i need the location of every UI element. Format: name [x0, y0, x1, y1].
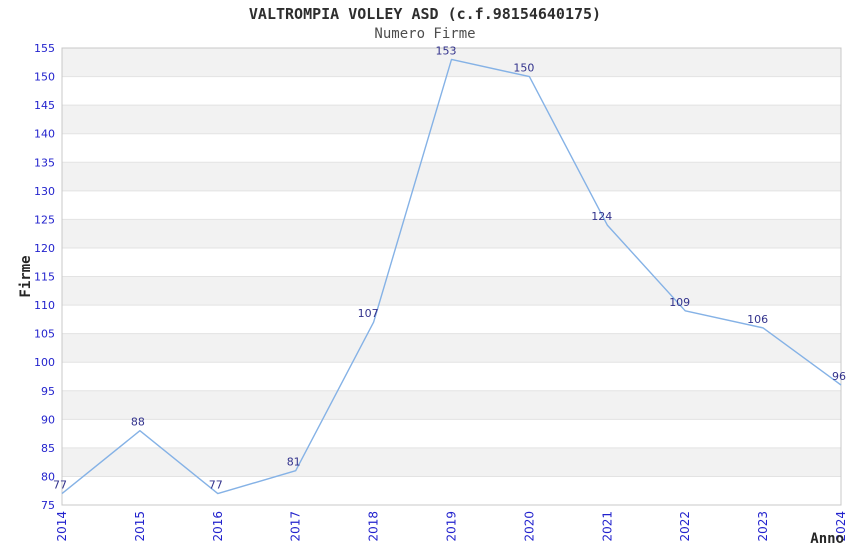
y-band	[62, 447, 841, 477]
data-label: 77	[53, 479, 67, 492]
y-tick-label: 140	[34, 128, 55, 141]
y-tick-label: 135	[34, 156, 55, 169]
x-tick-label: 2023	[756, 511, 770, 542]
y-tick-label: 90	[41, 413, 55, 426]
data-label: 77	[209, 479, 223, 492]
data-label: 124	[591, 210, 612, 223]
x-axis-title: Anno	[810, 531, 844, 547]
x-tick-label: 2024	[834, 511, 848, 542]
x-tick-label: 2021	[600, 511, 614, 542]
x-tick-label: 2016	[211, 511, 225, 542]
chart-subtitle: Numero Firme	[374, 26, 476, 42]
data-label: 106	[747, 313, 768, 326]
y-band	[62, 48, 841, 77]
y-tick-label: 145	[34, 99, 55, 112]
chart-title: VALTROMPIA VOLLEY ASD (c.f.98154640175)	[248, 5, 602, 23]
y-axis-title: Firme	[18, 255, 34, 297]
y-band	[62, 162, 841, 191]
x-tick-label: 2022	[678, 511, 692, 542]
y-tick-label: 100	[34, 356, 55, 369]
plot-border	[61, 47, 842, 506]
y-tick-label: 115	[34, 271, 55, 284]
y-band	[62, 276, 841, 306]
y-tick-label: 150	[34, 71, 55, 84]
y-band	[62, 390, 841, 420]
y-tick-label: 125	[34, 213, 55, 226]
data-label: 96	[832, 370, 846, 383]
x-tick-label: 2015	[133, 511, 147, 542]
x-tick-label: 2019	[445, 511, 459, 542]
data-label: 81	[287, 456, 301, 469]
x-tick-label: 2017	[289, 511, 303, 542]
data-label: 88	[131, 416, 145, 429]
y-band	[62, 105, 841, 134]
y-band	[62, 333, 841, 363]
data-label: 150	[513, 62, 534, 75]
series-line	[61, 58, 842, 495]
data-label: 107	[358, 307, 379, 320]
y-tick-label: 105	[34, 328, 55, 341]
y-tick-label: 80	[41, 470, 55, 483]
y-tick-label: 95	[41, 385, 55, 398]
y-tick-label: 85	[41, 442, 55, 455]
y-tick-label: 120	[34, 242, 55, 255]
y-band	[62, 219, 841, 248]
y-tick-label: 130	[34, 185, 55, 198]
y-tick-label: 155	[34, 42, 55, 55]
x-tick-label: 2018	[367, 511, 381, 542]
x-tick-label: 2014	[55, 511, 69, 542]
data-label: 153	[436, 44, 457, 57]
x-tick-label: 2020	[522, 511, 536, 542]
y-tick-label: 75	[41, 499, 55, 512]
y-tick-label: 110	[34, 299, 55, 312]
data-label: 109	[669, 296, 690, 309]
